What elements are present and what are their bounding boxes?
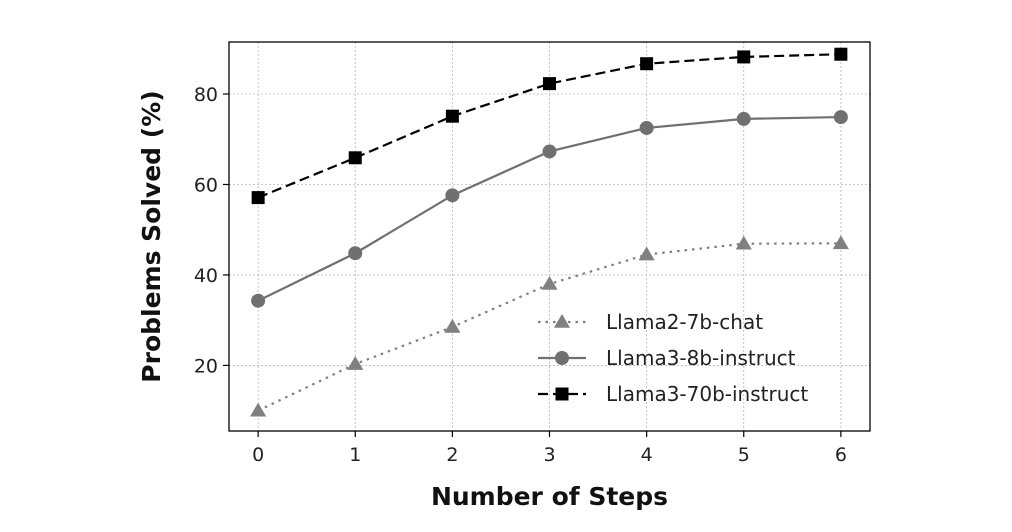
data-point <box>348 151 362 165</box>
data-point <box>251 191 265 205</box>
grid-lines <box>229 42 870 431</box>
series-3 <box>251 47 848 205</box>
data-point <box>250 402 267 417</box>
x-tick-label: 1 <box>349 444 361 466</box>
y-tick-label: 40 <box>194 265 218 287</box>
legend-entry: Llama2-7b-chat <box>538 310 763 334</box>
x-axis-label: Number of Steps <box>431 482 668 511</box>
series-lines <box>250 47 849 417</box>
data-point <box>444 318 461 333</box>
x-tick-label: 4 <box>641 444 653 466</box>
plot-area-frame <box>228 41 871 432</box>
data-point <box>736 111 751 126</box>
data-point <box>834 47 848 61</box>
series-1 <box>250 235 849 417</box>
legend-label: Llama3-70b-instruct <box>606 382 808 406</box>
legend-entry: Llama3-8b-instruct <box>538 346 796 370</box>
y-tick-label: 60 <box>194 174 218 196</box>
x-tick-label: 2 <box>446 444 458 466</box>
legend-label: Llama2-7b-chat <box>606 310 763 334</box>
data-point <box>639 120 654 135</box>
data-point <box>638 246 655 261</box>
legend: Llama2-7b-chat Llama3-8b-instruct Llama3-7… <box>538 310 808 406</box>
legend-marker <box>553 313 571 328</box>
data-point <box>735 235 752 250</box>
x-tick-label: 6 <box>835 444 847 466</box>
data-point <box>251 293 266 308</box>
axis-ticks: 0 1 2 3 4 5 6 20 40 60 80 <box>194 84 847 466</box>
x-tick-label: 3 <box>543 444 555 466</box>
x-tick-label: 5 <box>738 444 750 466</box>
data-point <box>541 275 558 290</box>
data-point <box>348 246 363 261</box>
legend-label: Llama3-8b-instruct <box>606 346 796 370</box>
legend-entry: Llama3-70b-instruct <box>538 382 808 406</box>
data-point <box>832 235 849 250</box>
data-point <box>640 57 654 71</box>
data-point <box>347 356 364 370</box>
x-tick-label: 0 <box>252 444 264 466</box>
data-point <box>445 109 459 123</box>
y-tick-label: 20 <box>194 355 218 377</box>
y-axis-label: Problems Solved (%) <box>137 90 166 382</box>
y-tick-label: 80 <box>194 84 218 106</box>
legend-marker <box>555 387 569 401</box>
data-point <box>737 50 751 64</box>
data-point <box>542 144 557 159</box>
legend-marker <box>555 351 569 365</box>
data-point <box>445 188 460 203</box>
series-2 <box>251 110 848 308</box>
data-point <box>833 110 848 125</box>
data-point <box>543 77 556 91</box>
